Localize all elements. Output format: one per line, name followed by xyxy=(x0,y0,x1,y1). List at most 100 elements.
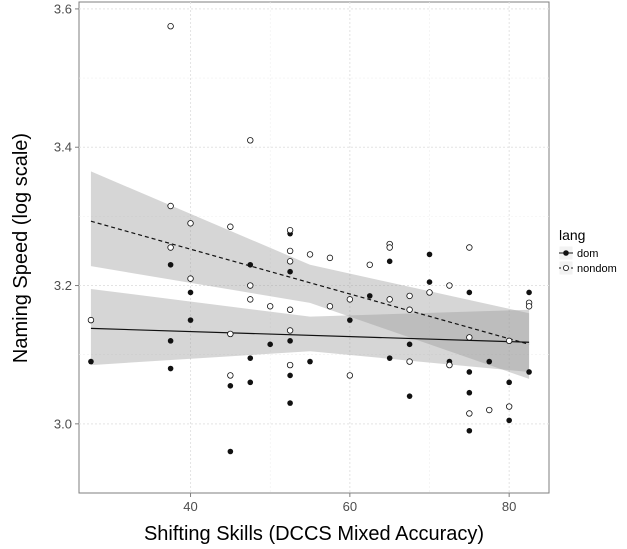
point-nondom xyxy=(227,223,234,230)
point-nondom xyxy=(167,23,174,30)
point-dom xyxy=(386,258,393,265)
point-dom xyxy=(307,358,313,365)
y-tick-label: 3.6 xyxy=(54,1,72,16)
point-nondom xyxy=(366,261,373,268)
point-dom xyxy=(247,355,254,361)
point-nondom xyxy=(227,330,234,338)
fit-lines xyxy=(90,220,530,345)
y-tick-label: 3.2 xyxy=(54,278,72,293)
point-dom xyxy=(526,289,532,296)
point-nondom xyxy=(286,306,294,313)
legend-key-dom-marker xyxy=(563,250,569,256)
point-nondom xyxy=(346,296,354,303)
point-nondom xyxy=(187,220,194,227)
point-dom xyxy=(88,358,94,365)
fit-line-nondom xyxy=(90,220,530,345)
confidence-bands xyxy=(90,171,530,379)
legend-label-dom: dom xyxy=(577,248,598,260)
point-dom xyxy=(247,379,254,386)
point-dom xyxy=(167,261,174,268)
legend-title: lang xyxy=(559,227,585,243)
point-dom xyxy=(287,400,293,406)
y-axis-title: Naming Speed (log scale) xyxy=(10,133,32,363)
point-nondom xyxy=(326,254,334,262)
confidence-band-nondom xyxy=(90,171,530,379)
point-dom xyxy=(347,317,353,323)
x-tick-label: 80 xyxy=(502,499,516,514)
point-dom xyxy=(167,338,174,344)
point-nondom xyxy=(286,247,294,255)
point-nondom xyxy=(446,361,453,369)
point-nondom xyxy=(306,251,314,258)
point-dom xyxy=(187,289,194,296)
x-axis-title: Shifting Skills (DCCS Mixed Accuracy) xyxy=(144,523,484,545)
point-nondom xyxy=(247,137,254,144)
point-nondom xyxy=(486,406,493,414)
y-axis-ticks: 3.0 3.2 3.4 3.6 xyxy=(54,1,79,431)
point-dom xyxy=(167,365,174,372)
fit-line-dom xyxy=(90,327,530,343)
confidence-band-dom xyxy=(90,288,530,372)
point-dom xyxy=(426,279,433,285)
point-dom xyxy=(247,261,254,268)
x-axis-ticks: 40 60 80 xyxy=(183,493,516,514)
point-nondom xyxy=(386,296,393,303)
point-nondom xyxy=(266,303,274,310)
point-nondom xyxy=(406,292,413,300)
point-dom xyxy=(426,251,433,258)
y-tick-label: 3.4 xyxy=(54,140,72,155)
point-dom xyxy=(227,383,234,389)
point-nondom xyxy=(466,334,473,341)
point-nondom xyxy=(167,244,174,251)
point-dom xyxy=(466,369,473,375)
point-dom xyxy=(466,427,473,434)
point-nondom xyxy=(187,275,194,282)
point-dom xyxy=(287,338,293,344)
point-nondom xyxy=(247,282,254,289)
legend: lang dom nondom xyxy=(558,227,617,276)
point-dom xyxy=(267,341,273,348)
point-dom xyxy=(506,417,512,424)
point-nondom xyxy=(525,303,533,310)
point-nondom xyxy=(386,244,393,251)
point-dom xyxy=(287,268,293,275)
point-dom xyxy=(406,341,413,348)
point-nondom xyxy=(505,337,513,345)
point-dom xyxy=(187,317,194,323)
point-nondom xyxy=(406,306,413,313)
x-tick-label: 60 xyxy=(343,499,357,514)
point-nondom xyxy=(87,316,95,324)
point-nondom xyxy=(346,372,354,379)
point-dom xyxy=(526,369,532,375)
point-nondom xyxy=(466,244,473,251)
point-dom xyxy=(406,393,413,399)
point-nondom xyxy=(286,227,294,234)
point-dom xyxy=(287,372,293,379)
point-dom xyxy=(466,289,473,296)
data-points xyxy=(87,23,533,455)
point-nondom xyxy=(446,282,453,289)
point-nondom xyxy=(286,258,294,265)
point-dom xyxy=(386,355,393,361)
point-nondom xyxy=(406,358,413,365)
point-nondom xyxy=(505,403,513,410)
point-dom xyxy=(227,448,234,455)
point-nondom xyxy=(286,361,294,369)
point-nondom xyxy=(286,327,294,334)
point-nondom xyxy=(227,372,234,379)
point-nondom xyxy=(426,289,433,296)
point-nondom xyxy=(247,296,254,303)
point-nondom xyxy=(167,202,174,210)
grid-lines xyxy=(79,2,549,493)
point-dom xyxy=(506,379,512,386)
point-dom xyxy=(466,389,473,396)
point-dom xyxy=(366,293,373,299)
point-nondom xyxy=(466,410,473,417)
x-tick-label: 40 xyxy=(183,499,197,514)
point-nondom xyxy=(326,303,334,310)
point-dom xyxy=(486,358,493,365)
y-tick-label: 3.0 xyxy=(54,416,72,431)
legend-key-nondom-marker xyxy=(563,264,570,271)
legend-label-nondom: nondom xyxy=(577,263,617,275)
